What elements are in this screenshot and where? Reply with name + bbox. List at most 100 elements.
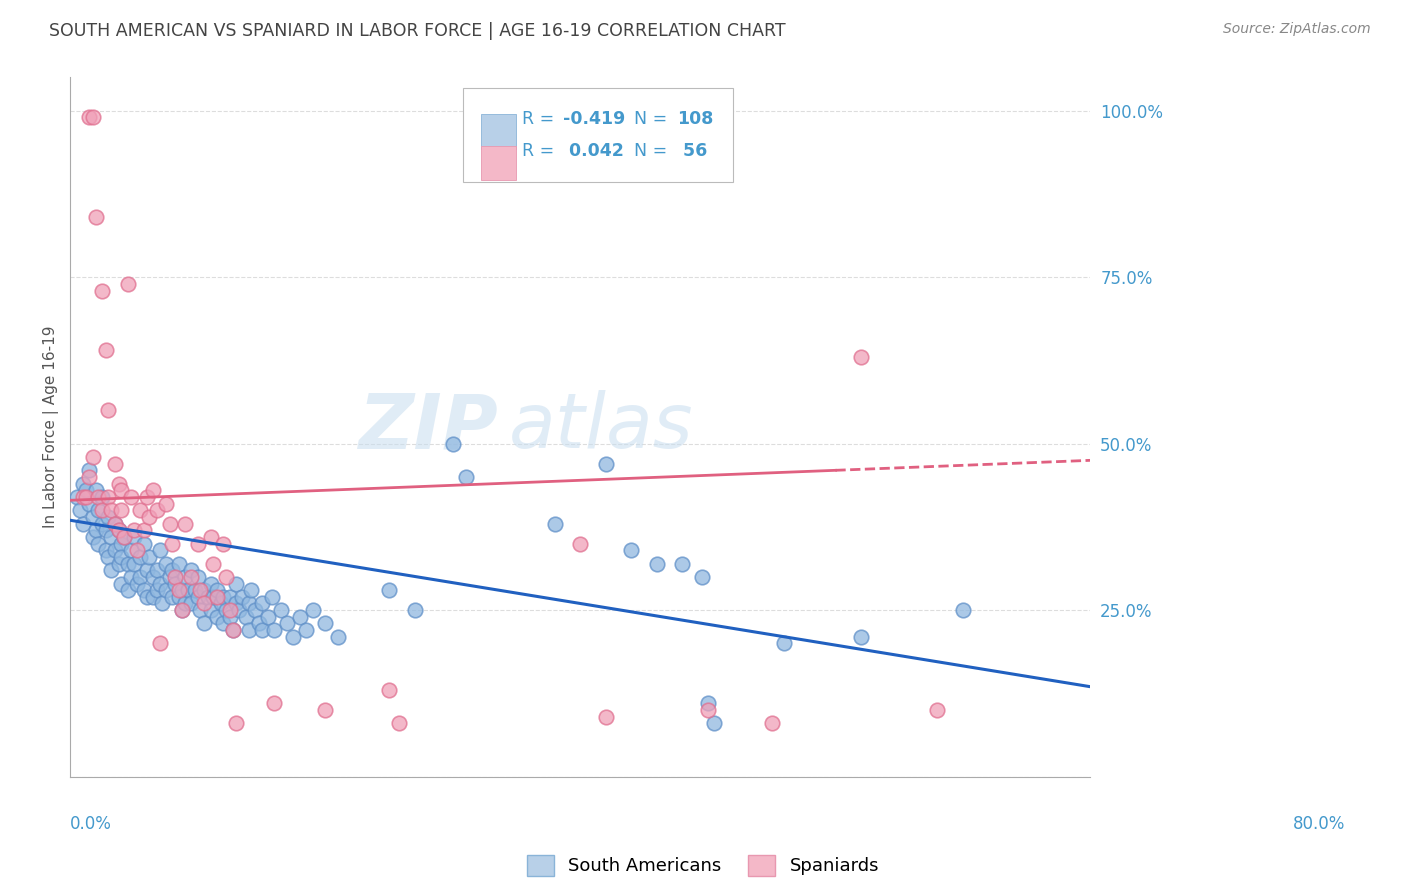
Point (97, 490, 120, 504)
Point (72, 476, 94, 491)
Point (454, 470, 477, 484)
Point (120, 490, 142, 504)
Point (212, 590, 235, 604)
Point (150, 597, 173, 611)
Point (283, 630, 305, 644)
Point (238, 597, 260, 611)
Point (135, 490, 157, 504)
Point (263, 623, 285, 637)
Point (148, 543, 170, 558)
Point (218, 603, 240, 617)
Point (135, 563, 157, 577)
Point (91, 490, 114, 504)
Point (79, 111, 101, 125)
Point (671, 557, 693, 571)
Point (79, 470, 101, 484)
Point (378, 583, 401, 598)
Point (773, 636, 796, 650)
Point (187, 570, 209, 584)
Point (167, 557, 190, 571)
Point (134, 583, 156, 598)
Point (65, 490, 87, 504)
Point (197, 590, 219, 604)
Point (276, 616, 298, 631)
Point (69, 503, 91, 517)
Legend: South Americans, Spaniards: South Americans, Spaniards (519, 847, 887, 883)
Text: Source: ZipAtlas.com: Source: ZipAtlas.com (1223, 22, 1371, 37)
Text: 56: 56 (678, 143, 707, 161)
Point (295, 623, 318, 637)
Point (117, 277, 139, 291)
Point (148, 636, 170, 650)
Point (148, 576, 170, 591)
FancyBboxPatch shape (481, 146, 516, 180)
Point (75, 490, 97, 504)
Point (138, 510, 160, 524)
Point (209, 597, 232, 611)
Point (761, 716, 783, 731)
Text: 0.0%: 0.0% (70, 815, 112, 833)
Point (952, 603, 974, 617)
Point (225, 576, 247, 591)
Point (125, 576, 148, 591)
Point (218, 609, 240, 624)
Point (100, 530, 122, 544)
Point (75, 483, 97, 498)
FancyBboxPatch shape (463, 88, 734, 182)
Point (215, 570, 238, 584)
Point (193, 583, 215, 598)
Point (200, 530, 222, 544)
Point (595, 457, 617, 471)
Point (257, 609, 280, 624)
Point (155, 583, 177, 598)
Point (404, 603, 426, 617)
Point (155, 557, 177, 571)
Point (97, 549, 120, 564)
Point (162, 590, 184, 604)
Point (193, 616, 215, 631)
Point (146, 503, 169, 517)
Point (288, 609, 311, 624)
Point (167, 590, 190, 604)
Point (247, 616, 270, 631)
Point (243, 603, 266, 617)
Point (79, 497, 101, 511)
Point (180, 597, 202, 611)
Point (104, 457, 127, 471)
Point (84, 483, 107, 498)
Point (84, 211, 107, 225)
Point (120, 543, 142, 558)
Point (112, 530, 135, 544)
Point (184, 583, 207, 598)
Point (110, 503, 132, 517)
Y-axis label: In Labor Force | Age 16-19: In Labor Force | Age 16-19 (44, 326, 59, 528)
Point (129, 503, 152, 517)
Point (104, 543, 127, 558)
Point (696, 703, 718, 717)
Point (122, 557, 145, 571)
Point (620, 543, 643, 558)
Point (82, 450, 104, 464)
Point (94, 523, 117, 537)
Text: 108: 108 (678, 111, 714, 128)
Point (91, 516, 114, 531)
Point (187, 536, 209, 550)
Text: SOUTH AMERICAN VS SPANIARD IN LABOR FORCE | AGE 16-19 CORRELATION CHART: SOUTH AMERICAN VS SPANIARD IN LABOR FORC… (49, 22, 786, 40)
Point (174, 597, 197, 611)
Point (188, 603, 211, 617)
Point (202, 590, 225, 604)
Point (270, 603, 292, 617)
Text: N =: N = (634, 143, 673, 161)
Point (238, 623, 260, 637)
Point (263, 697, 285, 711)
Point (104, 516, 127, 531)
Point (188, 583, 211, 598)
Point (100, 503, 122, 517)
Point (104, 516, 127, 531)
Point (155, 497, 177, 511)
Point (110, 576, 132, 591)
Point (235, 609, 257, 624)
Point (122, 523, 145, 537)
Point (72, 490, 94, 504)
Point (205, 609, 228, 624)
